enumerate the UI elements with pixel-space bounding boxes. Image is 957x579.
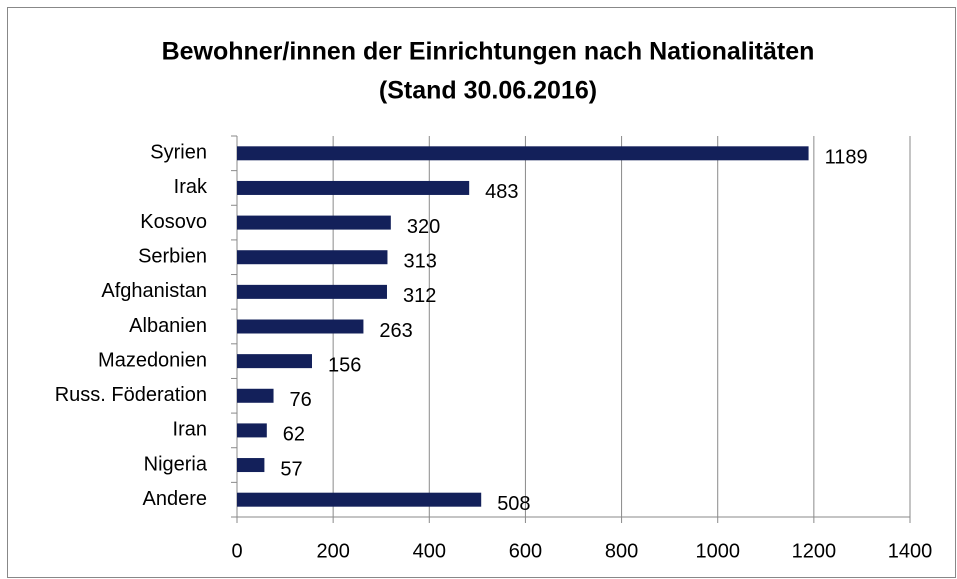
data-label: 76 [290,389,312,411]
y-tick-label: Andere [143,488,208,510]
bar [237,319,364,334]
data-label: 313 [403,251,436,273]
bar [237,423,267,438]
data-label: 483 [485,181,518,203]
data-label: 508 [497,493,530,515]
y-tick-label: Serbien [138,246,207,268]
bar [237,354,312,369]
y-tick-label: Nigeria [144,453,208,475]
y-tick-label: Iran [173,419,207,441]
y-tick-label: Syrien [150,142,207,164]
x-tick-label: 800 [605,540,638,562]
x-tick-label: 1200 [792,540,837,562]
y-tick-label: Mazedonien [98,349,207,371]
y-tick-label: Kosovo [140,211,207,233]
x-tick-label: 0 [231,540,242,562]
data-label: 320 [407,216,440,238]
bar [237,492,482,507]
bar [237,215,391,230]
chart-subtitle: (Stand 30.06.2016) [379,77,597,105]
y-tick-label: Afghanistan [101,280,207,302]
bar [237,388,274,403]
x-tick-label: 400 [413,540,446,562]
bar [237,284,387,299]
data-label: 1189 [825,147,868,169]
chart-title: Bewohner/innen der Einrichtungen nach Na… [162,38,815,66]
data-label: 57 [280,458,302,480]
chart-border [7,7,956,578]
data-label: 156 [328,354,361,376]
x-tick-label: 1400 [888,540,933,562]
bar [237,458,265,473]
data-label: 263 [379,320,412,342]
data-label: 312 [403,285,436,307]
x-tick-label: 600 [509,540,542,562]
data-label: 62 [283,424,305,446]
bar [237,250,388,265]
x-tick-label: 200 [316,540,349,562]
bar [237,146,809,161]
y-tick-label: Albanien [129,315,207,337]
y-tick-label: Russ. Föderation [55,384,207,406]
bar [237,180,470,195]
x-tick-label: 1000 [695,540,740,562]
y-tick-label: Irak [174,176,208,198]
